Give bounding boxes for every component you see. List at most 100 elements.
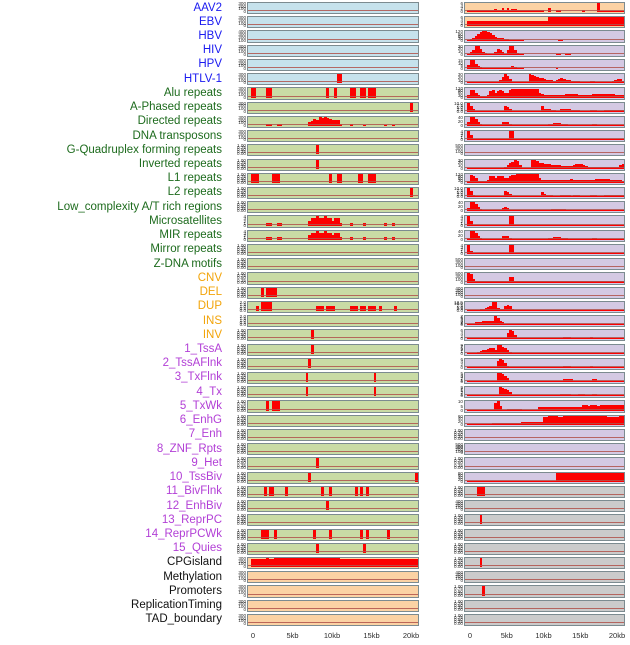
y-tick-label: 200 [238,117,246,123]
histogram-bar [543,139,547,141]
histogram-bar [526,409,529,411]
histogram-bar [550,480,554,482]
histogram-bar [540,78,544,84]
histogram-bar [276,124,280,127]
y-tick-label: 1.00 [237,513,246,519]
histogram-bar [484,167,488,169]
histogram-bar [467,10,471,13]
bar-layer [248,344,418,355]
histogram-bar [611,81,615,84]
y-tick-label: 0.25 [237,519,246,525]
histogram-bar [572,124,576,127]
baseline [465,579,624,581]
histogram-bar [616,109,620,112]
y-tick-label: 0.00 [454,592,463,598]
histogram-bar [491,68,495,70]
histogram-bar [606,416,610,425]
histogram-bar [501,76,505,84]
histogram-bar [540,395,544,397]
histogram-bar [557,395,561,397]
y-tick-label: 0 [243,9,246,15]
histogram-bar [555,416,559,425]
histogram-bar [616,139,620,141]
histogram-bar [523,173,527,183]
histogram-bar [599,124,603,127]
histogram-bar [469,381,473,383]
histogram-bar [511,21,515,27]
histogram-bar [538,238,542,240]
histogram-bar [597,324,600,326]
y-tick-label: 5 [460,316,463,322]
y-tick-label: 200 [455,503,463,509]
histogram-bar [474,352,478,354]
histogram-bar [506,281,510,283]
histogram-bar [582,324,586,326]
histogram-bar [526,21,529,27]
histogram-bar [555,110,559,112]
histogram-bar [479,21,483,27]
histogram-bar [494,82,498,84]
y-tick-label: 0.00 [237,549,246,555]
histogram-bar [386,559,390,568]
track-label-aav2: AAV2 [193,1,222,14]
y-tick-label: 0.75 [237,472,246,478]
y-tick-label: 300 [238,57,246,63]
histogram-bar [557,324,561,326]
histogram-bar [394,306,398,312]
histogram-bar [543,395,547,397]
histogram-bar [562,209,566,212]
y-tick-label: 300 [238,32,246,38]
histogram-bar [545,309,549,312]
histogram-bar [523,352,527,354]
histogram-bar [616,366,620,368]
histogram-bar [599,352,603,354]
histogram-bar [477,224,480,226]
histogram-bar [501,387,505,397]
histogram-bar [567,281,571,283]
panel-frame [247,186,419,200]
histogram-bar [489,210,493,212]
histogram-bar [533,21,537,27]
histogram-bar [540,210,544,212]
histogram-bar [526,88,529,98]
histogram-bar [616,224,620,226]
track-label-htlv-1: HTLV-1 [183,72,222,85]
histogram-bar [494,177,498,183]
histogram-bar [553,406,556,411]
y-axis-ticks: 120 90 60 30 0 [447,30,463,42]
histogram-bar [513,210,517,212]
y-tick-label: 1.00 [454,555,463,561]
y-axis-ticks: 1.00 0.75 0.50 0.25 0.00 [447,428,463,441]
track-panel-right [464,300,625,314]
y-axis-ticks: 1.00 0.75 0.50 0.25 0.00 [230,371,246,384]
histogram-bar [575,352,578,354]
panel-frame [464,87,625,100]
bar-layer [465,372,624,383]
histogram-bar [484,31,488,41]
histogram-bar [550,381,554,383]
histogram-bar [310,218,314,226]
histogram-bar [496,318,500,326]
bar-layer [248,3,418,13]
track-panel-right [464,130,625,143]
y-axis-ticks: 10.0 7.5 5.0 2.5 0.0 [447,186,463,199]
histogram-bar [531,210,534,212]
y-tick-label: 400 [455,443,463,449]
histogram-bar [474,45,478,55]
bar-layer [465,131,624,141]
y-axis-ticks: 300 200 100 0 [230,613,246,626]
histogram-bar [606,352,610,354]
histogram-bar [621,11,624,13]
bar-layer [248,458,418,468]
histogram-bar [477,45,480,55]
track-panel-right [464,186,625,200]
y-tick-label: 0 [460,123,463,129]
y-axis-ticks: 1.00 0.75 0.50 0.25 0.00 [230,243,246,256]
histogram-bar [570,210,573,212]
histogram-bar [513,324,517,326]
histogram-bar [587,405,591,411]
bar-layer [248,387,418,397]
y-tick-label: 1.00 [454,484,463,490]
histogram-bar [548,17,551,27]
track-label-hpv: HPV [198,58,222,71]
